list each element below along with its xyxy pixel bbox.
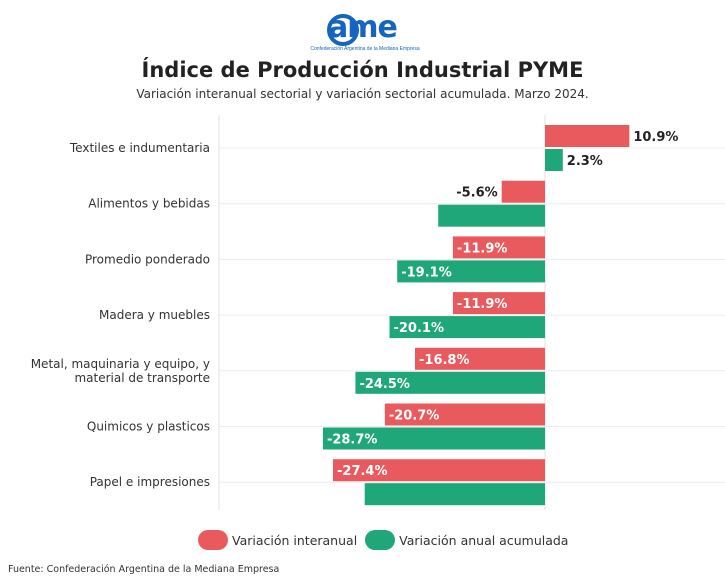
bar-acumulada	[389, 316, 545, 339]
category-label: Quimicos y plasticos	[87, 420, 210, 434]
legend-swatch-acumulada	[365, 530, 396, 550]
bar-interanual	[415, 347, 545, 370]
bar-acumulada	[438, 204, 545, 227]
chart-legend: Variación interanual Variación anual acu…	[198, 530, 576, 550]
category-label: Promedio ponderado	[85, 252, 210, 266]
category-label: Madera y muebles	[99, 308, 210, 322]
came-logo: ame Confederación Argentina de la Median…	[310, 10, 420, 54]
data-label: 10.9%	[633, 130, 678, 145]
chart-title: Índice de Producción Industrial PYME	[141, 58, 584, 82]
category-label: Papel e impresiones	[90, 475, 210, 489]
source-note: Fuente: Confederación Argentina de la Me…	[8, 564, 280, 575]
legend-label-interanual: Variación interanual	[232, 532, 358, 548]
bar-interanual	[501, 180, 545, 203]
data-label: -11.9%	[457, 297, 508, 312]
logo-word: ame	[328, 10, 398, 45]
data-label: -11.9%	[457, 241, 508, 256]
bar-interanual	[452, 292, 545, 315]
bar-acumulada	[545, 149, 563, 171]
chart-subtitle: Variación interanual sectorial y variaci…	[136, 87, 589, 101]
category-label: Textiles e indumentaria	[69, 141, 210, 155]
logo-ring-icon	[327, 14, 359, 46]
data-label: -27.4%	[337, 464, 388, 479]
bar-acumulada	[397, 260, 545, 283]
category-label: Metal, maquinaria y equipo, y material de…	[31, 357, 210, 385]
bar-interanual	[452, 236, 545, 259]
legend-item-acumulada: Variación anual acumulada	[365, 530, 568, 550]
legend-swatch-interanual	[198, 530, 228, 550]
legend-label-acumulada: Variación anual acumulada	[399, 532, 569, 548]
data-label: -5.6%	[456, 186, 497, 201]
data-label: -28.7%	[327, 433, 378, 448]
bar-chart: Textiles e indumentaria 10.9% 2.3% Alimento…	[31, 115, 725, 510]
bar-acumulada	[355, 371, 545, 394]
data-label: -19.1%	[401, 265, 452, 280]
bar-interanual	[333, 459, 545, 482]
bar-acumulada	[364, 483, 545, 506]
data-label: -20.1%	[393, 321, 444, 336]
data-label: -16.8%	[419, 353, 470, 368]
logo-subtitle: Confederación Argentina de la Mediana Em…	[310, 46, 420, 52]
bar-interanual	[545, 125, 630, 147]
data-label: 2.3%	[567, 154, 603, 169]
data-label: -24.5%	[359, 377, 410, 392]
category-label: Alimentos y bebidas	[88, 197, 210, 211]
bar-interanual	[384, 403, 545, 426]
data-label: -20.7%	[389, 409, 440, 424]
bar-acumulada	[322, 427, 545, 450]
legend-item-interanual: Variación interanual	[198, 530, 357, 550]
